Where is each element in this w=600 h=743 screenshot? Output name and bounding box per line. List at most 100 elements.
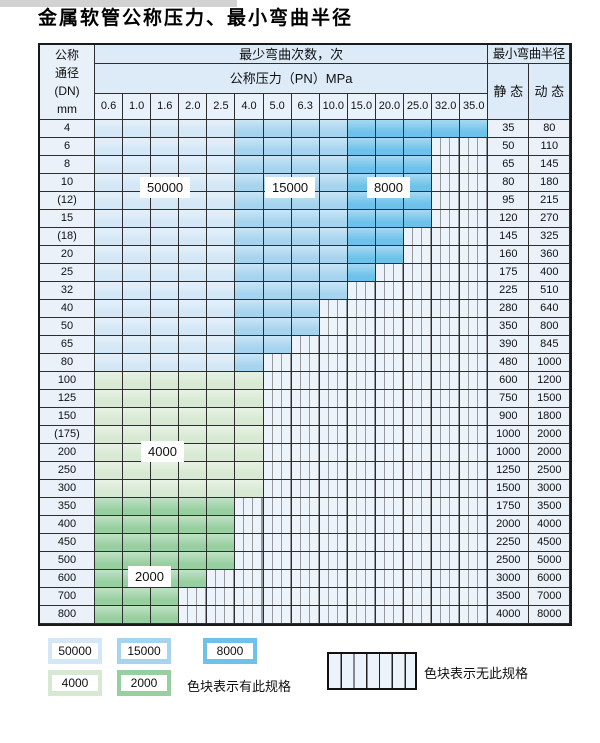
pressure-tick: 4.0 bbox=[235, 94, 264, 120]
no-spec-hatch-cell bbox=[432, 588, 461, 606]
no-spec-hatch-cell bbox=[347, 516, 376, 534]
dn-cell: 4 bbox=[40, 120, 95, 138]
no-spec-hatch-cell bbox=[235, 534, 264, 552]
spec-cell bbox=[123, 210, 152, 228]
spec-cell bbox=[235, 120, 264, 138]
spec-cell bbox=[319, 156, 348, 174]
no-spec-hatch-cell bbox=[319, 372, 348, 390]
dynamic-radius-value: 215 bbox=[529, 192, 571, 210]
spec-cell bbox=[151, 480, 180, 498]
page-title: 金属软管公称压力、最小弯曲半径 bbox=[38, 7, 354, 29]
no-spec-hatch-cell bbox=[404, 228, 433, 246]
dynamic-radius-value: 640 bbox=[529, 300, 571, 318]
spec-cell bbox=[207, 120, 236, 138]
spec-cell bbox=[95, 264, 124, 282]
no-spec-hatch-cell bbox=[432, 354, 461, 372]
spec-cell bbox=[404, 192, 433, 210]
dynamic-radius-value: 1000 bbox=[529, 354, 571, 372]
dynamic-radius-value: 6000 bbox=[529, 570, 571, 588]
spec-cell bbox=[123, 390, 152, 408]
no-spec-hatch-cell bbox=[432, 300, 461, 318]
legend-swatch-8000: 8000 bbox=[203, 638, 257, 664]
spec-cell bbox=[123, 408, 152, 426]
no-spec-hatch-cell bbox=[432, 372, 461, 390]
no-spec-hatch-cell bbox=[319, 336, 348, 354]
no-spec-hatch-cell bbox=[432, 408, 461, 426]
spec-cell bbox=[151, 264, 180, 282]
no-spec-hatch-cell bbox=[460, 588, 489, 606]
no-spec-hatch-cell bbox=[404, 372, 433, 390]
spec-cell bbox=[95, 426, 124, 444]
spec-cell bbox=[95, 354, 124, 372]
no-spec-hatch-cell bbox=[404, 318, 433, 336]
spec-cell bbox=[207, 246, 236, 264]
spec-cell bbox=[95, 210, 124, 228]
spec-cell bbox=[207, 156, 236, 174]
no-spec-hatch-cell bbox=[375, 606, 405, 624]
spec-cell bbox=[151, 246, 180, 264]
spec-cell bbox=[151, 354, 180, 372]
spec-cell bbox=[123, 372, 152, 390]
no-spec-hatch-cell bbox=[207, 570, 236, 588]
pressure-tick: 32.0 bbox=[432, 94, 461, 120]
dynamic-radius-value: 3000 bbox=[529, 480, 571, 498]
spec-cell bbox=[263, 318, 292, 336]
spec-cell bbox=[179, 516, 208, 534]
spec-cell bbox=[235, 336, 264, 354]
spec-cell bbox=[263, 246, 292, 264]
no-spec-hatch-cell bbox=[404, 426, 433, 444]
dn-cell: 6 bbox=[40, 138, 95, 156]
pressure-tick: 0.6 bbox=[95, 94, 124, 120]
spec-cell bbox=[95, 390, 124, 408]
no-spec-hatch-cell bbox=[263, 606, 292, 624]
no-spec-hatch-cell bbox=[375, 534, 405, 552]
spec-cell bbox=[207, 354, 236, 372]
no-spec-hatch-cell bbox=[347, 408, 376, 426]
spec-cell bbox=[207, 372, 236, 390]
spec-cell bbox=[263, 210, 292, 228]
spec-cell bbox=[404, 138, 433, 156]
spec-cell bbox=[151, 318, 180, 336]
spec-cell bbox=[432, 120, 461, 138]
dynamic-radius-value: 1200 bbox=[529, 372, 571, 390]
legend-swatch-2000-label: 2000 bbox=[121, 675, 167, 691]
no-spec-hatch-cell bbox=[263, 462, 292, 480]
no-spec-hatch-cell bbox=[404, 354, 433, 372]
no-spec-hatch-cell bbox=[404, 336, 433, 354]
no-spec-hatch-cell bbox=[375, 336, 405, 354]
static-radius-value: 900 bbox=[488, 408, 530, 426]
no-spec-hatch-cell bbox=[432, 462, 461, 480]
no-spec-hatch-cell bbox=[404, 390, 433, 408]
dn-cell: 250 bbox=[40, 462, 95, 480]
spec-cell bbox=[235, 462, 264, 480]
spec-cell bbox=[207, 192, 236, 210]
no-spec-hatch-cell bbox=[291, 588, 320, 606]
pressure-tick: 2.0 bbox=[179, 94, 208, 120]
dn-cell: 65 bbox=[40, 336, 95, 354]
spec-cell bbox=[123, 426, 152, 444]
spec-cell bbox=[319, 246, 348, 264]
pressure-tick: 5.0 bbox=[263, 94, 292, 120]
spec-cell bbox=[151, 156, 180, 174]
no-spec-hatch-cell bbox=[460, 570, 489, 588]
no-spec-hatch-cell bbox=[263, 390, 292, 408]
spec-cell bbox=[347, 228, 376, 246]
no-spec-hatch-cell bbox=[319, 318, 348, 336]
spec-cell bbox=[404, 174, 433, 192]
dn-cell: 500 bbox=[40, 552, 95, 570]
no-spec-hatch-cell bbox=[460, 228, 489, 246]
spec-cell bbox=[179, 138, 208, 156]
no-spec-hatch-cell bbox=[460, 372, 489, 390]
spec-cell bbox=[95, 174, 124, 192]
spec-cell bbox=[123, 462, 152, 480]
region-label-8000: 8000 bbox=[367, 177, 410, 198]
spec-cell bbox=[123, 120, 152, 138]
no-spec-hatch-cell bbox=[404, 588, 433, 606]
spec-cell bbox=[95, 462, 124, 480]
no-spec-hatch-cell bbox=[404, 282, 433, 300]
dn-cell: 800 bbox=[40, 606, 95, 624]
dynamic-radius-value: 145 bbox=[529, 156, 571, 174]
static-radius-value: 1000 bbox=[488, 426, 530, 444]
spec-cell bbox=[151, 282, 180, 300]
no-spec-hatch-cell bbox=[347, 534, 376, 552]
